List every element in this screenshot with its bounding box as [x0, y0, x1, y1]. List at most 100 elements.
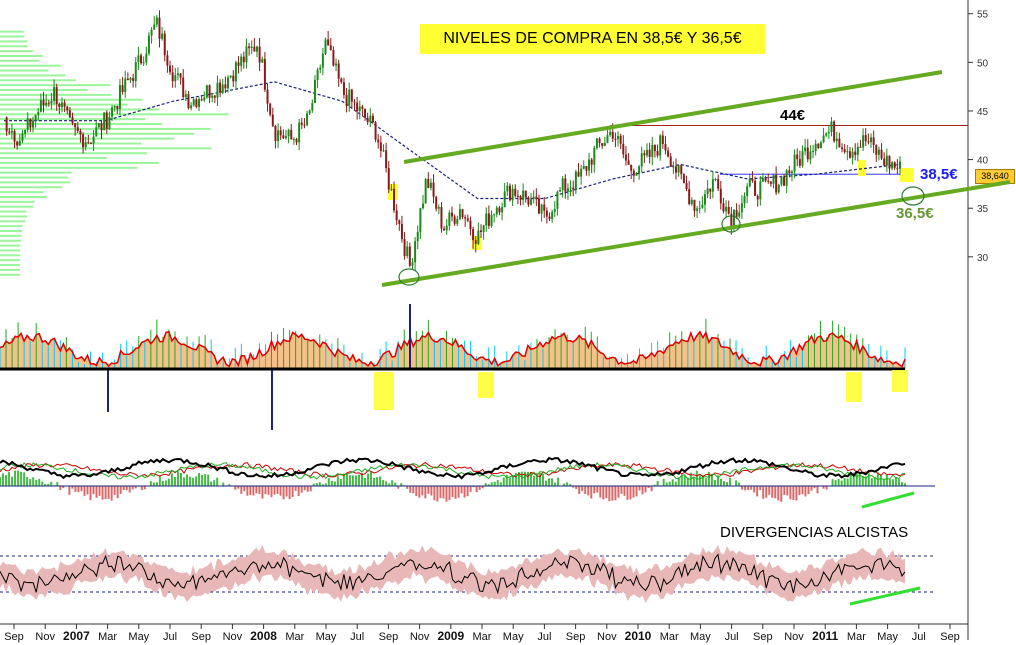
- volume-profile-bar: [0, 84, 111, 87]
- candle-body: [493, 214, 496, 216]
- candle-body: [105, 112, 108, 129]
- volume-profile-bar: [0, 137, 175, 140]
- candle-body: [559, 190, 562, 192]
- candle-body: [166, 55, 169, 66]
- candle-body: [10, 130, 13, 133]
- candle-body: [856, 146, 859, 155]
- candle-body: [785, 170, 788, 186]
- volume-profile-bar: [0, 35, 25, 38]
- volume-profile-bar: [0, 244, 21, 247]
- volume-profile-bar: [0, 249, 21, 252]
- time-axis-label: Sep: [940, 631, 960, 643]
- candle-body: [169, 65, 172, 73]
- candle-body: [835, 138, 838, 142]
- candle-body: [806, 147, 809, 160]
- candle-body: [353, 101, 356, 103]
- candle-body: [158, 17, 161, 39]
- candle-body: [263, 58, 266, 90]
- candle-body: [203, 97, 206, 101]
- candle-body: [253, 46, 256, 52]
- candle-body: [777, 184, 780, 193]
- volume-profile-bar: [0, 142, 142, 145]
- candle-body: [208, 85, 211, 98]
- volume-profile-bar: [0, 259, 21, 262]
- candle-body: [651, 145, 654, 157]
- candle-body: [290, 129, 293, 140]
- candle-body: [97, 123, 100, 128]
- volume-profile-bar: [0, 30, 24, 33]
- time-axis-label: Nov: [597, 631, 617, 643]
- lower-channel-line: [381, 180, 1011, 287]
- candle-body: [841, 147, 844, 150]
- candle-body: [838, 138, 841, 148]
- candle-body: [429, 182, 432, 188]
- candle-body: [664, 144, 667, 151]
- candle-body: [706, 188, 709, 195]
- candle-body: [60, 102, 63, 108]
- candle-body: [232, 75, 235, 82]
- candle-body: [812, 151, 815, 153]
- candle-body: [224, 84, 227, 89]
- candle-body: [400, 223, 403, 240]
- volume-profile-bar: [0, 186, 62, 189]
- time-axis-label: May: [316, 631, 337, 643]
- volume-profile-bar: [0, 152, 148, 155]
- candle-body: [701, 204, 704, 208]
- time-axis-label: Jul: [912, 631, 926, 643]
- candle-body: [39, 100, 42, 112]
- volume-profile-bar: [0, 113, 229, 116]
- candle-body: [137, 55, 140, 63]
- candle-body: [269, 103, 272, 115]
- candle-body: [50, 100, 53, 104]
- candle-body: [595, 138, 598, 148]
- time-axis-label: Mar: [285, 631, 304, 643]
- candle-body: [590, 159, 593, 165]
- candle-body: [899, 161, 901, 169]
- time-axis-label: Nov: [35, 631, 55, 643]
- candle-body: [155, 17, 158, 25]
- oscillator-2-red-line: [0, 461, 906, 478]
- candle-body: [522, 190, 525, 200]
- candle-body: [364, 108, 367, 118]
- price-axis-label: 50: [977, 58, 989, 69]
- candle-body: [756, 195, 759, 200]
- candle-body: [680, 165, 683, 175]
- candle-body: [300, 122, 303, 125]
- candle-body: [182, 77, 185, 98]
- candle-body: [237, 62, 240, 66]
- candle-body: [453, 216, 456, 224]
- volume-profile-bar: [0, 230, 22, 233]
- candle-body: [675, 166, 677, 173]
- support-circle: [901, 186, 925, 206]
- candle-body: [366, 117, 369, 123]
- candle-body: [524, 190, 527, 198]
- time-axis-label: May: [877, 631, 898, 643]
- candle-body: [780, 176, 783, 185]
- candle-body: [696, 208, 699, 211]
- candle-body: [864, 135, 867, 142]
- candle-body: [187, 94, 190, 109]
- candle-body: [833, 121, 836, 142]
- candle-body: [311, 103, 314, 111]
- candle-body: [116, 105, 119, 109]
- oscillator-1-highlight: [846, 372, 862, 402]
- oscillator-1-highlight: [374, 372, 394, 410]
- volume-profile-bar: [0, 157, 107, 160]
- chart-title: NIVELES DE COMPRA EN 38,5€ Y 36,5€: [420, 24, 765, 54]
- candle-body: [514, 188, 517, 196]
- volume-profile-bar: [0, 50, 33, 53]
- candle-body: [427, 179, 430, 188]
- candle-body: [443, 228, 446, 231]
- candle-body: [719, 188, 722, 204]
- candle-body: [690, 199, 693, 205]
- price-axis-label: 35: [977, 204, 989, 215]
- candle-body: [790, 171, 793, 173]
- candle-body: [306, 113, 309, 126]
- candle-body: [248, 46, 251, 49]
- candle-body: [740, 203, 743, 213]
- candle-body: [100, 123, 103, 131]
- candle-body: [738, 212, 741, 217]
- candle-body: [469, 220, 472, 230]
- candle-body: [746, 186, 749, 196]
- volume-profile-bar: [0, 200, 35, 203]
